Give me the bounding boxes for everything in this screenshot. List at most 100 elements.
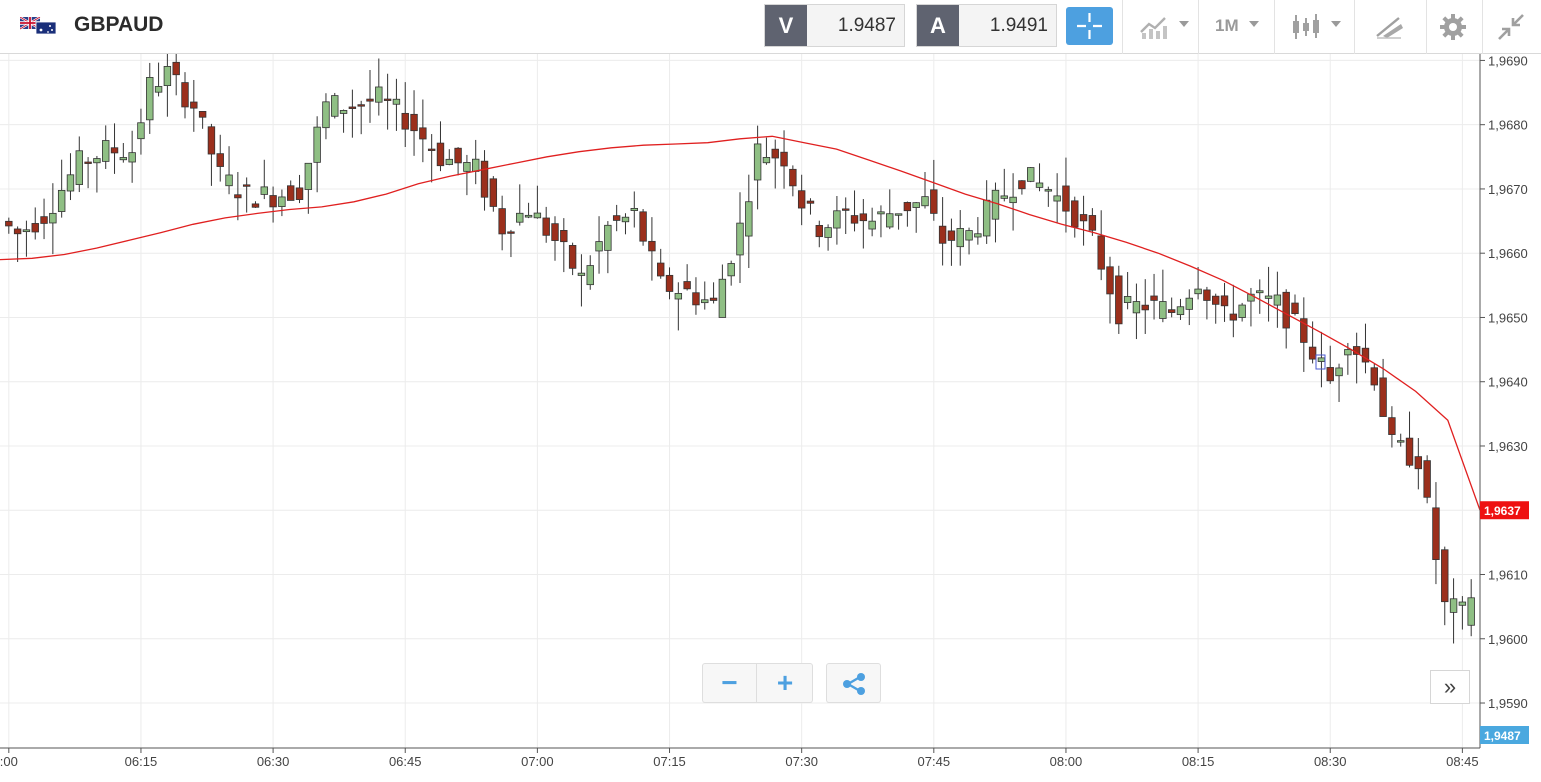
y-tick-label: 1,9610 [1488, 568, 1528, 583]
candle-body [1344, 349, 1352, 356]
candle-body [472, 158, 480, 172]
candle-body [1238, 304, 1246, 318]
candle-body [797, 190, 806, 209]
buy-price: 1.9491 [989, 15, 1048, 36]
candle-body [75, 150, 83, 185]
candle-body [789, 168, 797, 187]
candle-body [40, 216, 48, 224]
candle-body [1317, 357, 1326, 362]
candle-body [146, 77, 154, 121]
candle-body [498, 208, 506, 235]
candle-body [278, 196, 286, 207]
candle-body [568, 245, 577, 269]
candle-body [357, 104, 365, 107]
candle-body [436, 142, 445, 167]
zoom-in-button[interactable]: + [776, 667, 794, 698]
candle-body [1159, 301, 1167, 319]
candle-body [1449, 598, 1458, 613]
settings-button[interactable] [1426, 0, 1482, 54]
x-tick-label: 08:30 [1314, 754, 1347, 769]
candle-body [736, 222, 744, 256]
candle-body [833, 210, 841, 229]
candle-body [560, 230, 568, 243]
y-tick-label: 1,9600 [1488, 632, 1528, 647]
candle-body [912, 202, 920, 208]
buy-quote[interactable]: A 1.9491 [916, 4, 1057, 47]
moving-average-line [0, 135, 1481, 511]
candle-body [269, 195, 277, 208]
candle-body [1256, 290, 1264, 294]
candle-body [886, 213, 894, 228]
candle-body [1035, 182, 1044, 188]
x-tick-label: 06:45 [389, 754, 422, 769]
candle-body [348, 106, 357, 109]
candle-body [577, 272, 586, 276]
sell-quote[interactable]: V 1.9487 [764, 4, 905, 47]
candle-body [181, 82, 189, 108]
share-button[interactable] [826, 663, 881, 703]
chevron-down-icon [1179, 21, 1189, 27]
candle-body [427, 148, 436, 151]
candle-body [639, 211, 647, 242]
crosshair-button[interactable] [1066, 7, 1113, 45]
scroll-to-latest-button[interactable]: » [1430, 670, 1470, 704]
candle-body [683, 281, 691, 290]
candle-body [313, 126, 321, 163]
last-price-label: 1,9487 [1484, 729, 1521, 743]
candle-body [1106, 266, 1114, 295]
candle-body [507, 231, 515, 234]
candle-body [137, 122, 145, 140]
candle-body [1123, 296, 1132, 303]
candle-body [322, 101, 330, 129]
candle-body [66, 174, 75, 192]
y-tick-label: 1,9680 [1488, 118, 1528, 133]
candle-body [956, 228, 964, 248]
candle-body [295, 187, 304, 200]
y-tick-label: 1,9640 [1488, 375, 1528, 390]
candle-body [850, 215, 859, 224]
candle-body [480, 160, 489, 198]
candle-body [868, 220, 876, 230]
collapse-button[interactable] [1482, 0, 1541, 54]
y-tick-label: 1,9650 [1488, 310, 1528, 325]
candle-body [1185, 297, 1193, 310]
price-chart[interactable]: 1,95901,96001,96101,96201,96301,96401,96… [0, 54, 1541, 782]
candle-body [1405, 437, 1414, 466]
x-tick-label: 07:00 [521, 754, 554, 769]
cursor-marker [1315, 354, 1326, 370]
candle-body [463, 162, 471, 172]
candle-body [242, 184, 251, 187]
price-label-bg [1480, 726, 1529, 744]
candle-body [727, 263, 735, 277]
candle-body [419, 127, 427, 140]
candle-body [287, 185, 295, 201]
timeframe-button[interactable]: 1M [1198, 0, 1274, 54]
candle-body [674, 293, 683, 300]
candle-style-button[interactable] [1274, 0, 1354, 54]
candle-body [375, 86, 383, 103]
candle-body [903, 202, 912, 212]
y-tick-label: 1,9690 [1488, 54, 1528, 68]
candle-body [1009, 196, 1017, 204]
zoom-out-button[interactable]: − [703, 664, 757, 702]
candle-body [877, 211, 885, 215]
y-tick-label: 1,9670 [1488, 182, 1528, 197]
x-tick-label: 08:00 [1050, 754, 1083, 769]
candle-body [516, 212, 524, 223]
candle-body [1079, 214, 1088, 222]
candle-body [216, 153, 224, 167]
candle-body [1062, 185, 1070, 212]
candle-body [1414, 456, 1423, 470]
candle-body [119, 157, 128, 161]
gb-au-flag-icon [20, 17, 56, 34]
candle-body [401, 112, 409, 130]
chevron-down-icon [1249, 21, 1259, 27]
drawing-tools-button[interactable] [1354, 0, 1426, 54]
candle-body [1388, 417, 1396, 435]
chart-type-button[interactable] [1122, 0, 1198, 54]
candle-body [806, 200, 815, 204]
candle-body [1441, 549, 1449, 603]
candle-body [894, 213, 903, 216]
y-tick-label: 1,9660 [1488, 246, 1528, 261]
candle-body [551, 223, 559, 241]
